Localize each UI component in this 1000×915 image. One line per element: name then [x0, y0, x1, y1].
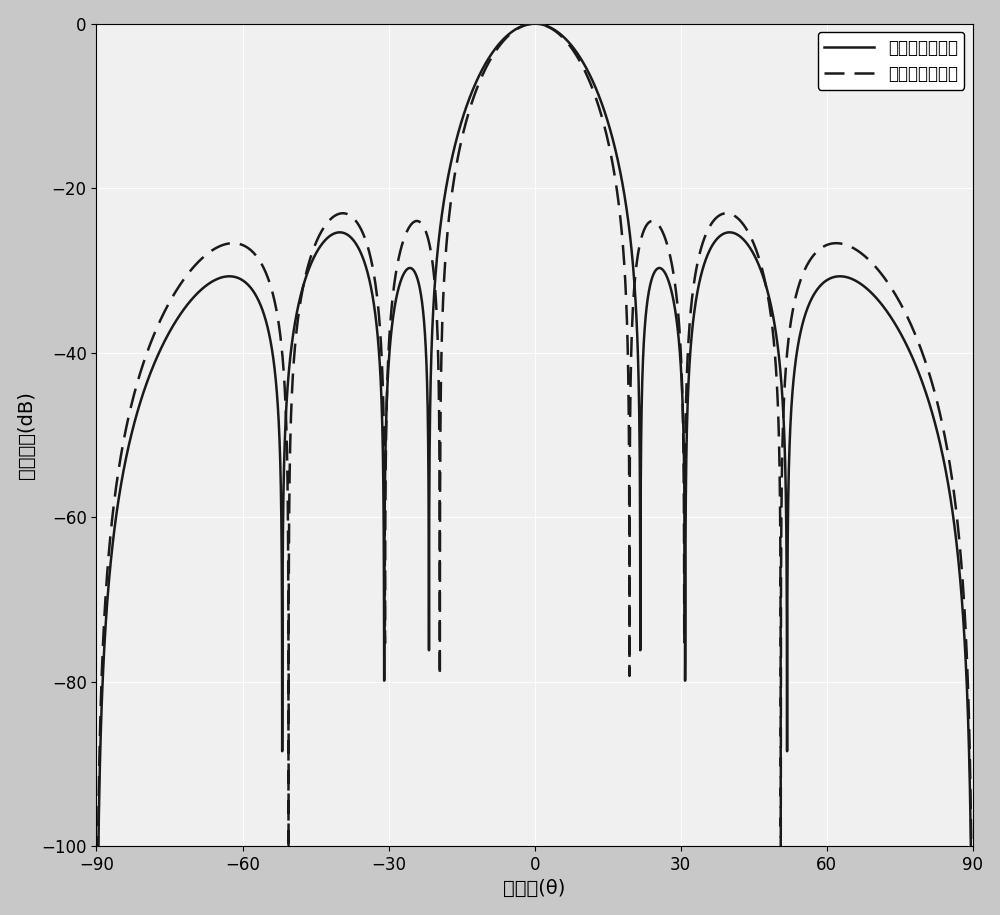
- 改进粒子群算法: [732, 230, 744, 241]
- 改进粒子群算法: [900, 339, 912, 350]
- Y-axis label: 辐射场强(dB): 辐射场强(dB): [17, 391, 36, 479]
- 传统粒子群算法: [529, 18, 541, 29]
- 改进粒子群算法: [529, 18, 541, 29]
- 改进粒子群算法: [655, 263, 667, 274]
- 传统粒子群算法: [732, 213, 744, 224]
- Legend: 改进粒子群算法, 传统粒子群算法: 改进粒子群算法, 传统粒子群算法: [818, 32, 964, 90]
- 传统粒子群算法: [900, 308, 912, 319]
- Line: 改进粒子群算法: 改进粒子群算法: [96, 24, 973, 915]
- 改进粒子群算法: [92, 860, 104, 871]
- 传统粒子群算法: [655, 223, 667, 234]
- 传统粒子群算法: [92, 831, 104, 842]
- 改进粒子群算法: [379, 527, 391, 538]
- Line: 传统粒子群算法: 传统粒子群算法: [96, 24, 973, 915]
- 传统粒子群算法: [379, 498, 391, 509]
- 传统粒子群算法: [546, 24, 558, 35]
- X-axis label: 方位角(θ): 方位角(θ): [503, 879, 566, 899]
- 改进粒子群算法: [546, 23, 558, 34]
